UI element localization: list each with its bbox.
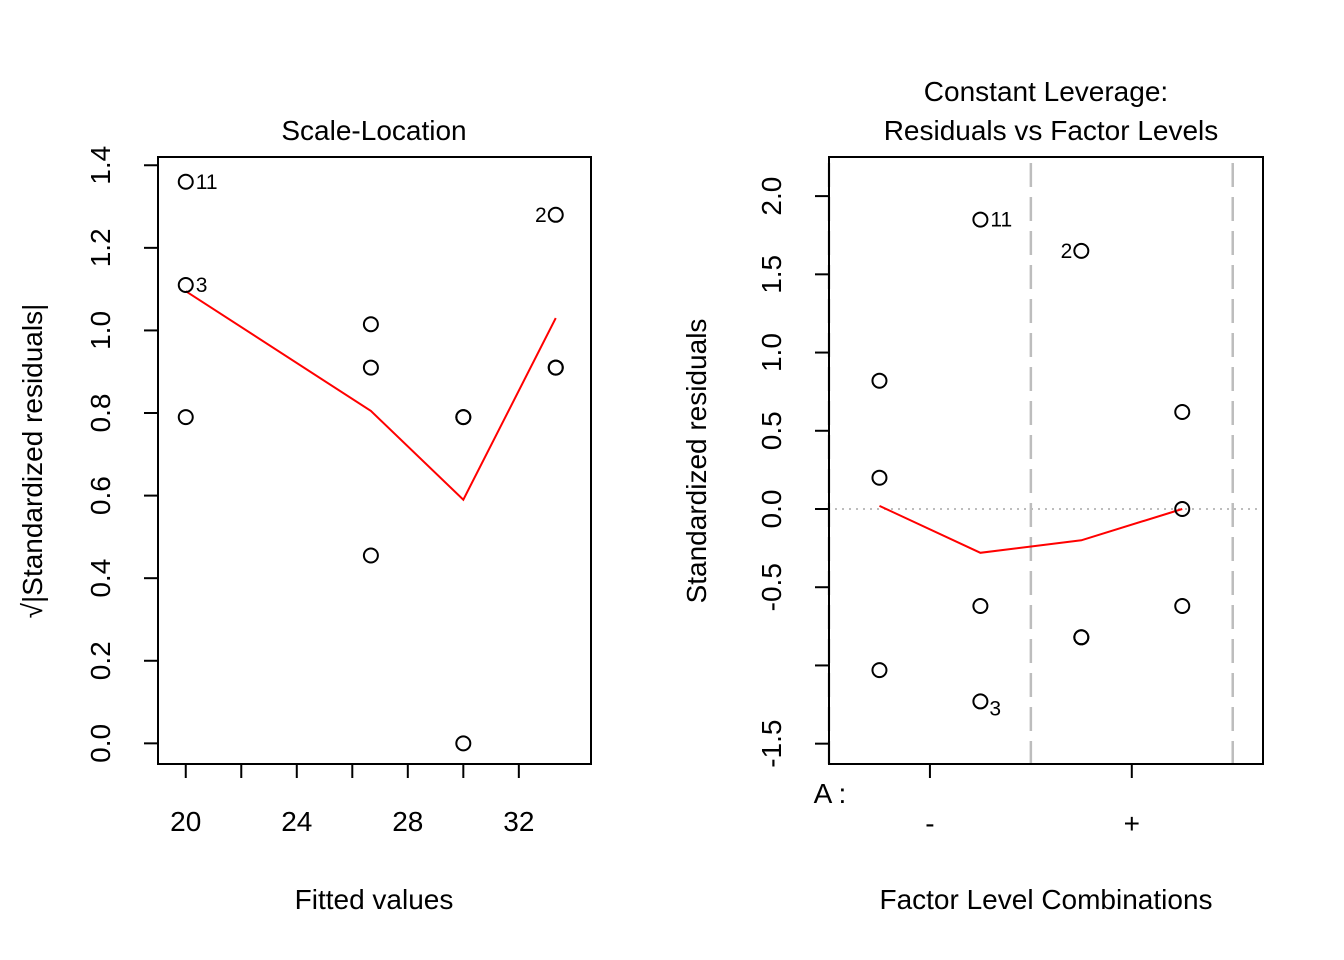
data-point (1174, 597, 1191, 614)
point-label: 11 (990, 209, 1012, 232)
guide-lines (827, 163, 1263, 764)
data-point (362, 547, 379, 564)
smoother-layer (185, 290, 557, 502)
x-tick-label: 32 (503, 806, 534, 837)
data-point (972, 597, 989, 614)
x-axis: 20 24 28 32 (170, 763, 534, 837)
data-point (547, 359, 564, 376)
y-tick-label: 0.0 (756, 490, 787, 529)
y-tick-label: -1.5 (756, 720, 787, 768)
y-tick-label: 1.5 (756, 255, 787, 294)
data-point (972, 211, 989, 228)
x-tick-label: 20 (170, 806, 201, 837)
chart-title: Scale-Location (281, 115, 466, 146)
data-point (1174, 404, 1191, 421)
data-point (177, 173, 194, 190)
smoother-line (185, 290, 557, 502)
data-point (1174, 500, 1191, 517)
y-axis: -1.5 -0.5 0.0 0.5 1.0 1.5 2.0 (756, 177, 830, 768)
y-tick-label: 0.5 (756, 411, 787, 450)
scale-location-plot: Scale-Location Fitted values √|Standardi… (17, 115, 592, 915)
y-axis-label: Standardized residuals (681, 319, 712, 604)
chart-title-line2: Residuals vs Factor Levels (884, 115, 1219, 146)
data-point (871, 469, 888, 486)
data-point (362, 359, 379, 376)
y-tick-label: 0.4 (85, 559, 116, 598)
point-label: 3 (196, 274, 208, 297)
data-point (455, 735, 472, 752)
plot-frame (828, 156, 1264, 765)
data-point (177, 409, 194, 426)
y-tick-label: 0.8 (85, 394, 116, 433)
point-label: 2 (1061, 240, 1073, 263)
smoother-layer (879, 504, 1183, 554)
residuals-vs-factor-plot: Constant Leverage: Residuals vs Factor L… (681, 76, 1264, 915)
point-label: 3 (989, 697, 1001, 720)
x-axis-label: Fitted values (295, 884, 454, 915)
y-axis-label: √|Standardized residuals| (17, 304, 48, 619)
y-tick-label: 1.0 (85, 311, 116, 350)
x-axis-label: Factor Level Combinations (879, 884, 1212, 915)
factor-level-label: + (1124, 808, 1140, 839)
data-point (1073, 242, 1090, 259)
point-label: 2 (535, 204, 547, 227)
data-point (362, 316, 379, 333)
smoother-line (879, 504, 1183, 554)
y-tick-label: 0.2 (85, 641, 116, 680)
factor-level-label: - (925, 808, 934, 839)
chart-title-line1: Constant Leverage: (924, 76, 1168, 107)
y-tick-label: 1.4 (85, 146, 116, 185)
factor-label: A : (814, 778, 847, 809)
y-tick-label: 1.2 (85, 228, 116, 267)
data-point (455, 409, 472, 426)
x-tick-label: 28 (392, 806, 423, 837)
x-tick-label: 24 (281, 806, 312, 837)
data-point (177, 277, 194, 294)
data-point (547, 206, 564, 223)
points-layer: 11 3 2 (177, 171, 564, 752)
x-axis: - + (925, 764, 1140, 839)
plot-frame (157, 156, 592, 765)
y-tick-label: 0.0 (85, 724, 116, 763)
points-layer: 11 3 2 (871, 209, 1191, 720)
y-tick-label: 0.6 (85, 476, 116, 515)
data-point (972, 693, 989, 710)
data-point (871, 662, 888, 679)
y-tick-label: -0.5 (756, 563, 787, 611)
point-label: 11 (196, 171, 218, 194)
y-tick-label: 2.0 (756, 177, 787, 216)
data-point (1073, 629, 1090, 646)
data-point (871, 372, 888, 389)
y-tick-label: 1.0 (756, 333, 787, 372)
y-axis: 0.0 0.2 0.4 0.6 0.8 1.0 1.2 1.4 (85, 146, 159, 763)
